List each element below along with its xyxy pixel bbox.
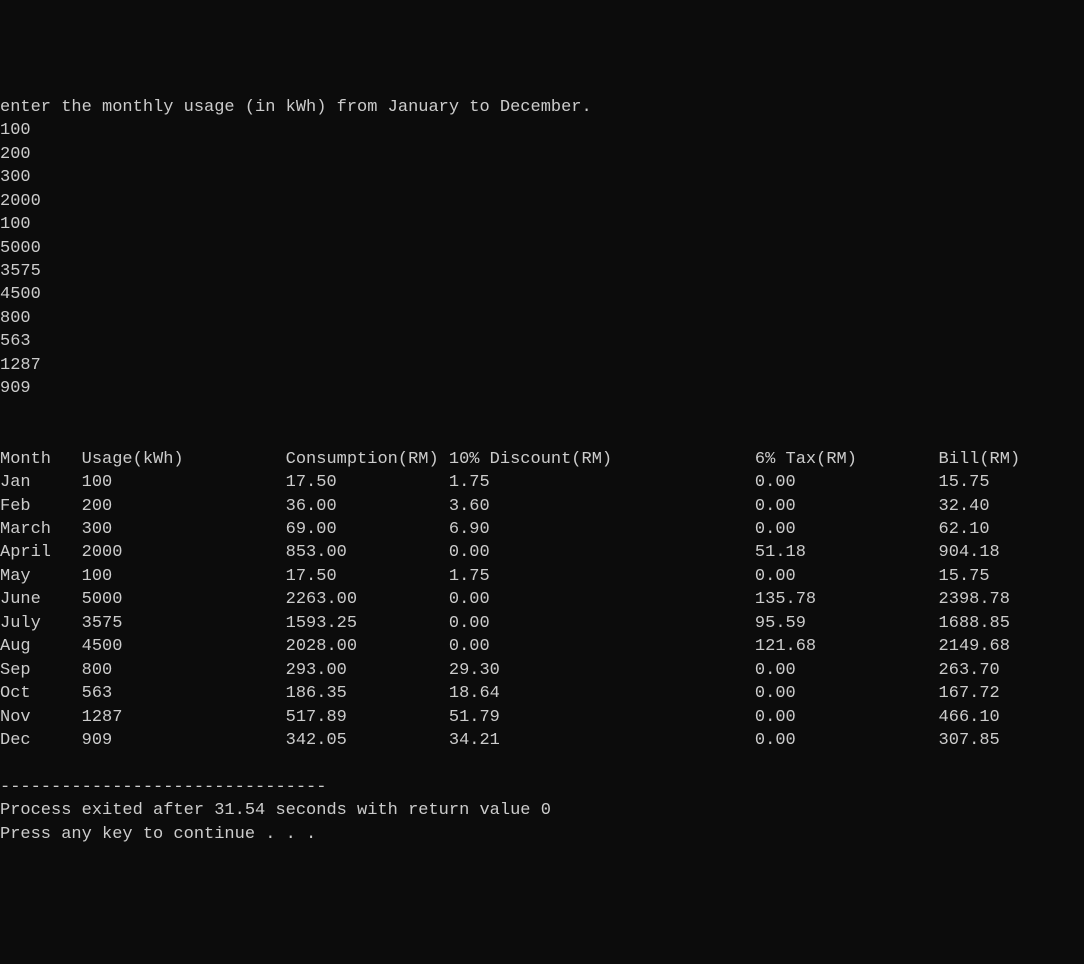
input-line: 200 [0,143,1084,166]
prompt-line: enter the monthly usage (in kWh) from Ja… [0,96,1084,119]
table-row: Nov 1287 517.89 51.79 0.00 466.10 [0,706,1084,729]
table-row: Oct 563 186.35 18.64 0.00 167.72 [0,682,1084,705]
input-line: 800 [0,307,1084,330]
table-row: Jan 100 17.50 1.75 0.00 15.75 [0,471,1084,494]
table-row: Aug 4500 2028.00 0.00 121.68 2149.68 [0,635,1084,658]
table-row: April 2000 853.00 0.00 51.18 904.18 [0,541,1084,564]
input-line: 563 [0,330,1084,353]
blank-line [0,401,1084,424]
table-row: Feb 200 36.00 3.60 0.00 32.40 [0,495,1084,518]
input-line: 300 [0,166,1084,189]
terminal-output: enter the monthly usage (in kWh) from Ja… [0,96,1084,847]
input-line: 4500 [0,283,1084,306]
separator-line: -------------------------------- [0,776,1084,799]
blank-line [0,753,1084,776]
table-row: Sep 800 293.00 29.30 0.00 263.70 [0,659,1084,682]
continue-prompt[interactable]: Press any key to continue . . . [0,823,1084,846]
table-row: Dec 909 342.05 34.21 0.00 307.85 [0,729,1084,752]
input-line: 2000 [0,190,1084,213]
table-row: May 100 17.50 1.75 0.00 15.75 [0,565,1084,588]
exit-status-line: Process exited after 31.54 seconds with … [0,799,1084,822]
table-row: July 3575 1593.25 0.00 95.59 1688.85 [0,612,1084,635]
input-line: 1287 [0,354,1084,377]
table-header-row: Month Usage(kWh) Consumption(RM) 10% Dis… [0,448,1084,471]
input-line: 3575 [0,260,1084,283]
table-row: March 300 69.00 6.90 0.00 62.10 [0,518,1084,541]
input-line: 100 [0,119,1084,142]
table-row: June 5000 2263.00 0.00 135.78 2398.78 [0,588,1084,611]
input-line: 909 [0,377,1084,400]
input-line: 100 [0,213,1084,236]
blank-line [0,424,1084,447]
input-line: 5000 [0,237,1084,260]
